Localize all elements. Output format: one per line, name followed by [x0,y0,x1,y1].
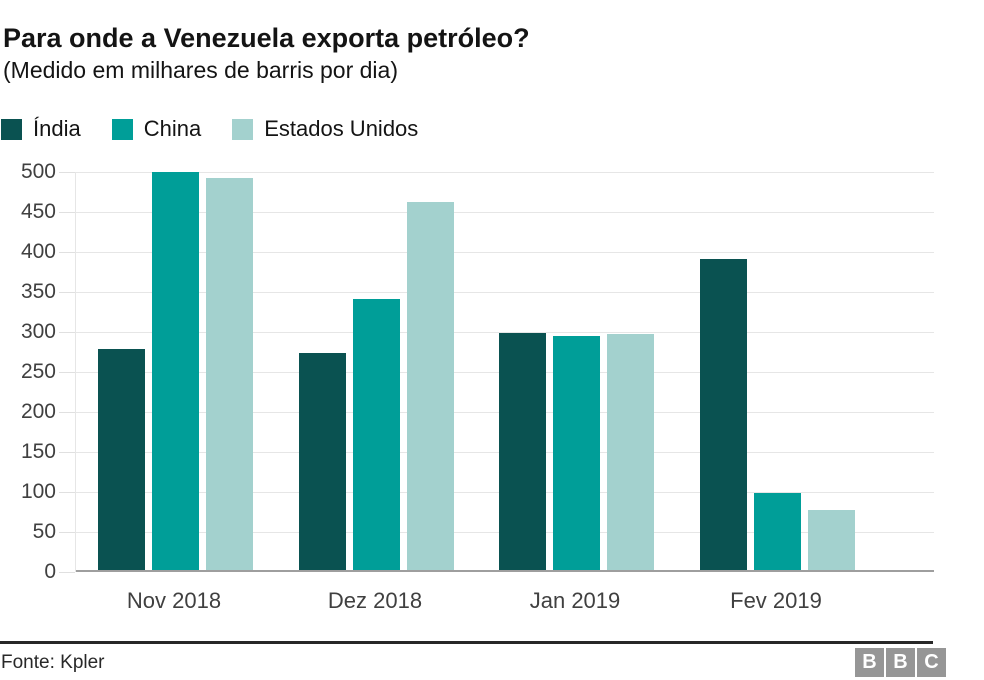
y-axis-tick-label: 150 [20,440,56,463]
plot-area [75,172,934,572]
y-axis-tick [59,372,75,373]
legend-swatch-icon [232,118,254,140]
gridline-400 [76,252,934,253]
bar-india-jan-2019 [498,332,546,572]
bbc-logo-letter-3: C [917,648,946,677]
bbc-logo-letter-1: B [855,648,884,677]
legend-item-china: China [111,116,202,142]
y-axis-tick-label: 0 [44,560,56,583]
bbc-logo-letter-2: B [886,648,915,677]
bar-estados-unidos-fev-2019 [807,510,855,572]
y-axis-tick-label: 400 [20,240,56,263]
y-axis-tick [59,532,75,533]
legend-item-india: Índia [1,116,81,142]
y-axis-tick-label: 250 [20,360,56,383]
bar-china-dez-2018 [352,299,400,572]
gridline-500 [76,172,934,173]
footer-divider [0,641,933,644]
y-axis-tick-label: 450 [20,200,56,223]
bar-estados-unidos-nov-2018 [205,178,253,572]
legend-label: Índia [33,116,81,141]
x-axis-label-dez-2018: Dez 2018 [327,588,423,613]
bar-estados-unidos-jan-2019 [606,333,654,572]
y-axis-tick [59,492,75,493]
y-axis-tick [59,292,75,293]
legend-label: Estados Unidos [264,116,419,141]
legend: Índia China Estados Unidos [1,116,418,142]
x-axis-label-jan-2019: Jan 2019 [529,588,621,613]
legend-swatch-icon [111,118,133,140]
bar-estados-unidos-dez-2018 [406,202,454,572]
y-axis-tick [59,572,75,573]
x-axis-label-fev-2019: Fev 2019 [730,588,822,613]
chart-subtitle: (Medido em milhares de barris por dia) [3,57,398,83]
y-axis-tick [59,452,75,453]
y-axis-tick-label: 500 [20,160,56,183]
y-axis-tick [59,172,75,173]
bar-china-jan-2019 [552,336,600,572]
chart-title: Para onde a Venezuela exporta petróleo? [3,23,530,54]
bar-india-fev-2019 [699,259,747,572]
legend-label: China [143,116,202,141]
y-axis-tick [59,332,75,333]
gridline-350 [76,292,934,293]
source-label: Fonte: Kpler [1,652,105,673]
gridline-450 [76,212,934,213]
y-axis-tick-label: 350 [20,280,56,303]
bar-china-fev-2019 [753,492,801,572]
x-axis-baseline [76,570,934,572]
x-axis-label-nov-2018: Nov 2018 [126,588,222,613]
y-axis-tick [59,212,75,213]
bar-india-nov-2018 [97,348,145,572]
legend-swatch-icon [1,118,22,140]
y-axis-tick [59,252,75,253]
y-axis-tick-label: 200 [20,400,56,423]
bar-china-nov-2018 [151,172,199,572]
y-axis-tick [59,412,75,413]
y-axis-tick-label: 50 [32,520,56,543]
y-axis-tick-label: 100 [20,480,56,503]
bar-india-dez-2018 [298,352,346,572]
legend-item-estados-unidos: Estados Unidos [232,116,418,142]
gridline-300 [76,332,934,333]
y-axis-tick-label: 300 [20,320,56,343]
